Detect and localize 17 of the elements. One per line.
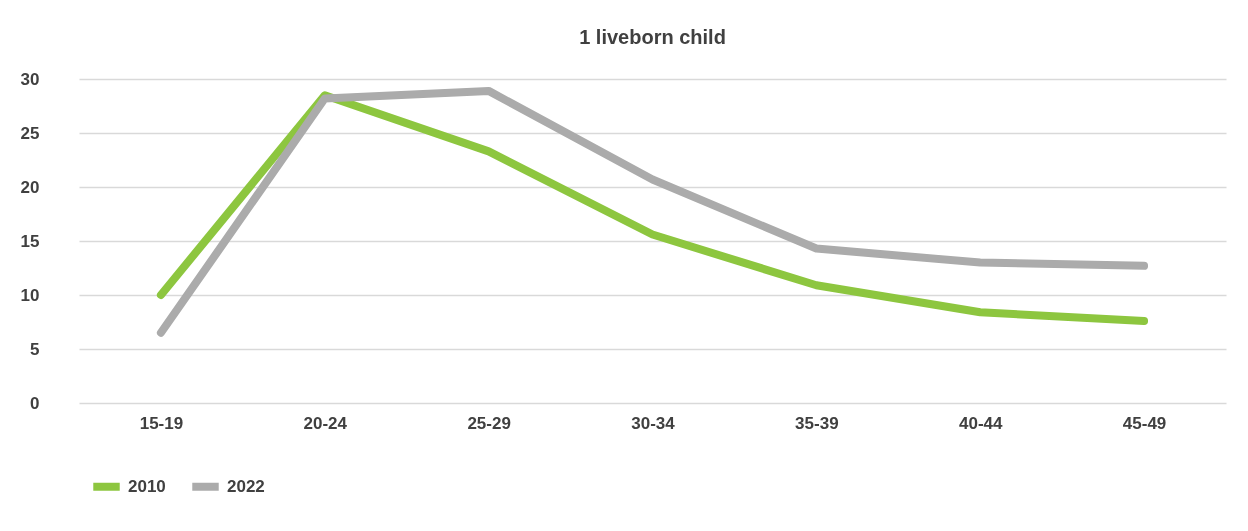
x-tick-label: 45-49	[1122, 413, 1167, 433]
legend-label: 2022	[227, 476, 265, 496]
y-tick-label: 5	[30, 339, 40, 359]
y-tick-label: 10	[20, 285, 40, 305]
x-tick-label: 25-29	[467, 413, 511, 433]
x-tick-label: 15-19	[139, 413, 184, 433]
chart-title: 1 liveborn child	[579, 26, 726, 48]
x-tick-label: 30-34	[631, 413, 676, 433]
legend-label: 2010	[128, 476, 166, 496]
x-tick-label: 40-44	[958, 413, 1003, 433]
y-tick-label: 30	[20, 69, 40, 89]
x-tick-label: 20-24	[303, 413, 348, 433]
y-tick-label: 15	[20, 231, 40, 251]
y-tick-label: 25	[20, 123, 40, 143]
x-tick-label: 35-39	[795, 413, 839, 433]
y-tick-label: 20	[20, 177, 40, 197]
y-tick-label: 0	[30, 393, 40, 413]
